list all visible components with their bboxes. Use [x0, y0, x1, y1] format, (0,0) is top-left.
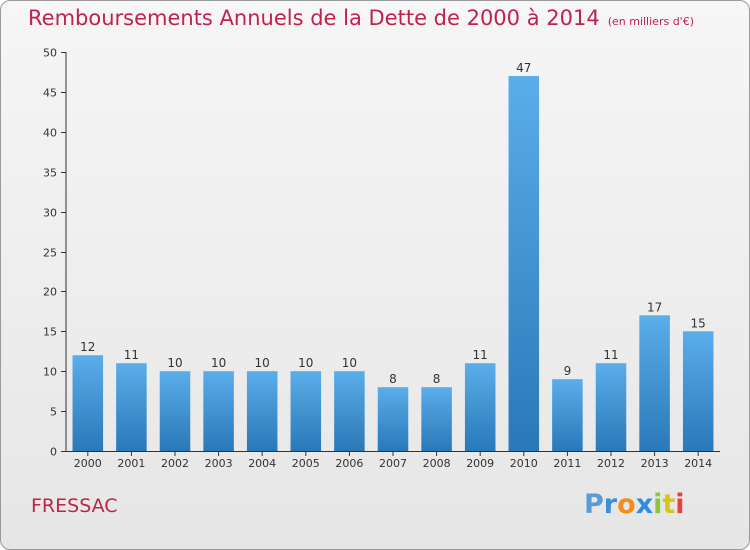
logo-letter: r	[603, 489, 618, 520]
bar-value-label: 15	[691, 316, 706, 330]
y-tick-label: 10	[43, 366, 57, 379]
y-tick-label: 25	[43, 247, 57, 260]
y-tick-label: 20	[43, 286, 57, 299]
y-tick-label: 30	[43, 207, 57, 220]
x-tick-label: 2005	[292, 457, 320, 470]
bar-value-label: 11	[124, 348, 139, 362]
y-tick-label: 50	[43, 47, 57, 60]
bar	[290, 371, 322, 451]
proxiti-logo[interactable]: Proxiti	[584, 489, 685, 520]
bar-value-label: 10	[255, 356, 270, 370]
x-tick-label: 2004	[248, 457, 276, 470]
bar-value-label: 8	[389, 372, 397, 386]
bar	[595, 363, 627, 451]
y-tick-label: 35	[43, 167, 57, 180]
x-axis: 2000 2001 2002 2003 2004 2005 2006 2007 2008 2009…	[66, 451, 720, 470]
bar	[334, 371, 365, 451]
bar	[116, 363, 147, 451]
unit-label: (en milliers d'€)	[607, 15, 694, 28]
bar-value-label: 12	[80, 340, 95, 354]
x-tick-label: 2011	[553, 457, 581, 470]
y-tick-label: 15	[43, 326, 57, 339]
commune-name: FRESSAC	[31, 495, 118, 517]
bar	[552, 379, 583, 451]
y-tick-label: 5	[50, 406, 57, 419]
logo-letter: i	[653, 489, 663, 520]
bar-value-label: 8	[433, 372, 441, 386]
x-tick-label: 2008	[423, 457, 451, 470]
bar	[377, 387, 409, 451]
bar	[159, 371, 191, 451]
bars: 12 11 10 10 10 10 10 8 8 11 47 9 11 17 15	[72, 61, 714, 451]
bar-value-label: 10	[342, 356, 357, 370]
bar	[246, 371, 278, 451]
x-tick-label: 2012	[597, 457, 625, 470]
bar	[72, 355, 104, 451]
bar-value-label: 11	[473, 348, 488, 362]
title-text: Remboursements Annuels de la Dette de 20…	[28, 6, 600, 30]
x-tick-label: 2009	[466, 457, 494, 470]
y-tick-label: 0	[50, 446, 57, 459]
bar-value-label: 10	[167, 356, 182, 370]
x-tick-label: 2003	[205, 457, 233, 470]
bar-value-label: 9	[564, 364, 572, 378]
bar-value-label: 10	[298, 356, 313, 370]
bar-value-label: 17	[647, 300, 662, 314]
y-tick-label: 45	[43, 87, 57, 100]
bar	[682, 331, 714, 451]
y-tick-label: 40	[43, 127, 57, 140]
bar-value-label: 47	[516, 61, 531, 75]
bar	[639, 315, 670, 451]
x-tick-label: 2000	[74, 457, 102, 470]
logo-letter: x	[635, 489, 654, 520]
x-tick-label: 2013	[641, 457, 669, 470]
logo-letter: i	[675, 489, 685, 520]
x-tick-label: 2001	[117, 457, 145, 470]
bar	[421, 387, 452, 451]
chart-title: Remboursements Annuels de la Dette de 20…	[28, 6, 694, 30]
x-tick-label: 2007	[379, 457, 407, 470]
bar-value-label: 10	[211, 356, 226, 370]
bar	[464, 363, 496, 451]
bar	[508, 75, 540, 451]
x-tick-label: 2010	[510, 457, 538, 470]
logo-letter: o	[617, 489, 636, 520]
x-tick-label: 2014	[684, 457, 712, 470]
bar	[203, 371, 234, 451]
logo-letter: t	[662, 489, 676, 520]
y-axis: 0 5 10 15 20 25 30 35 40 45 50	[43, 47, 67, 459]
x-tick-label: 2006	[335, 457, 363, 470]
bar-value-label: 11	[603, 348, 618, 362]
logo-letter: P	[584, 489, 604, 520]
x-tick-label: 2002	[161, 457, 189, 470]
